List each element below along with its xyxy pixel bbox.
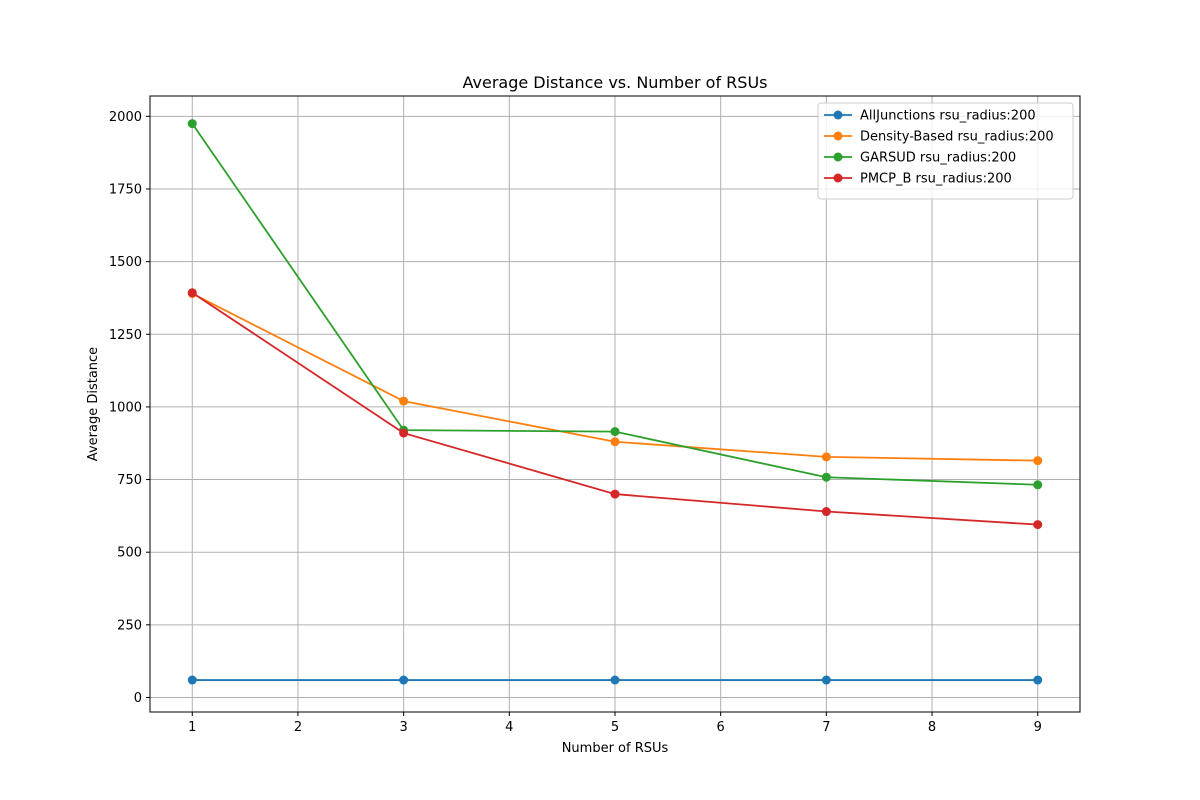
x-tick-label: 9: [1034, 720, 1042, 735]
data-point-4: [610, 489, 620, 499]
legend-label: PMCP_B rsu_radius:200: [860, 172, 1012, 187]
x-tick-label: 7: [822, 720, 830, 735]
data-point-4: [821, 507, 831, 517]
data-point-2: [399, 396, 409, 406]
y-tick-label: 750: [117, 473, 142, 488]
x-tick-label: 6: [717, 720, 725, 735]
data-point-4: [187, 288, 197, 298]
x-tick-label: 3: [399, 720, 407, 735]
data-point-3: [610, 427, 620, 437]
data-point-4: [1033, 520, 1043, 530]
data-point-3: [821, 472, 831, 482]
data-point-2: [610, 437, 620, 447]
y-axis-label: Average Distance: [86, 347, 101, 461]
data-point-3: [187, 119, 197, 129]
legend: AllJunctions rsu_radius:200 Density-Based…: [817, 102, 1074, 200]
legend-label: GARSUD rsu_radius:200: [860, 151, 1016, 166]
y-tick-label: 1750: [109, 182, 142, 197]
y-tick-label: 0: [134, 691, 142, 706]
data-point-1: [187, 675, 197, 685]
ticks: 1 2 3 4 5 6 7 8 9 0 250 500 750 1000 1250 1500 1750 2000: [109, 110, 1042, 735]
x-tick-label: 8: [928, 720, 936, 735]
y-tick-label: 2000: [109, 110, 142, 125]
data-point-1: [610, 675, 620, 685]
y-tick-label: 1250: [109, 328, 142, 343]
y-tick-label: 250: [117, 618, 142, 633]
chart-title: Average Distance vs. Number of RSUs: [463, 73, 768, 92]
x-axis-label: Number of RSUs: [562, 741, 669, 756]
legend-swatch-marker: [833, 131, 843, 141]
x-tick-label: 1: [188, 720, 196, 735]
x-tick-label: 5: [611, 720, 619, 735]
data-point-1: [821, 675, 831, 685]
legend-swatch-marker: [833, 110, 843, 120]
x-tick-label: 4: [505, 720, 513, 735]
legend-box: [817, 102, 1074, 200]
legend-swatch-marker: [833, 152, 843, 162]
data-point-1: [399, 675, 409, 685]
data-point-3: [1033, 480, 1043, 490]
legend-label: Density-Based rsu_radius:200: [860, 130, 1054, 145]
data-point-1: [1033, 675, 1043, 685]
data-point-2: [821, 452, 831, 462]
legend-swatch-marker: [833, 173, 843, 183]
x-tick-label: 2: [294, 720, 302, 735]
y-tick-label: 1500: [109, 255, 142, 270]
data-point-2: [1033, 456, 1043, 466]
data-point-4: [399, 428, 409, 438]
y-tick-label: 1000: [109, 400, 142, 415]
legend-label: AllJunctions rsu_radius:200: [860, 109, 1036, 124]
series-layer: [187, 119, 1043, 685]
y-tick-label: 500: [117, 546, 142, 561]
